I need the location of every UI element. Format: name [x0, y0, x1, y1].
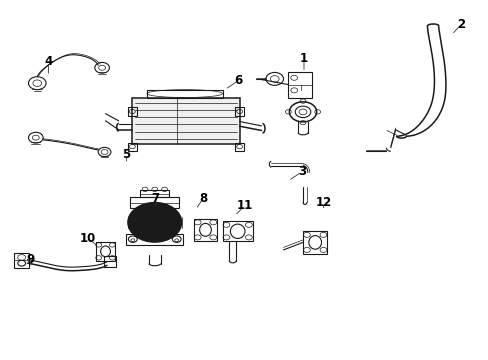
- Bar: [96, 242, 115, 261]
- Bar: [130, 197, 179, 208]
- Bar: [132, 98, 239, 144]
- Text: 2: 2: [456, 18, 465, 31]
- Text: 9: 9: [27, 253, 35, 266]
- Text: 3: 3: [297, 165, 305, 178]
- Text: 4: 4: [44, 55, 53, 68]
- Text: 10: 10: [79, 231, 96, 244]
- Bar: [222, 221, 252, 241]
- Bar: [126, 234, 183, 244]
- Bar: [288, 72, 311, 98]
- Bar: [193, 219, 217, 241]
- Bar: [234, 107, 243, 116]
- Text: 8: 8: [199, 192, 207, 205]
- Text: 6: 6: [234, 74, 242, 87]
- Bar: [303, 231, 327, 253]
- Bar: [140, 190, 169, 197]
- Bar: [128, 143, 137, 150]
- Bar: [234, 143, 243, 150]
- Text: 12: 12: [315, 196, 331, 209]
- Text: 11: 11: [236, 199, 252, 212]
- Circle shape: [128, 203, 181, 242]
- Bar: [147, 90, 222, 98]
- Bar: [14, 253, 29, 268]
- Text: 1: 1: [299, 52, 307, 65]
- Text: 5: 5: [122, 148, 130, 161]
- Bar: [128, 107, 137, 116]
- Bar: [104, 256, 116, 267]
- Text: 7: 7: [151, 192, 160, 205]
